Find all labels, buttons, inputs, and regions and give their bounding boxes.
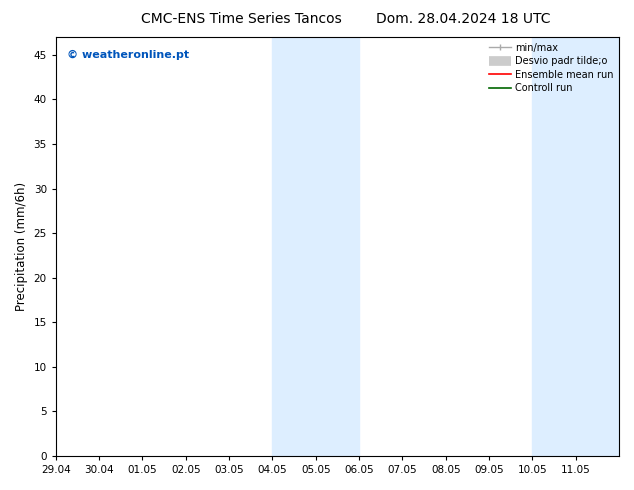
- Text: Dom. 28.04.2024 18 UTC: Dom. 28.04.2024 18 UTC: [375, 12, 550, 26]
- Text: © weatheronline.pt: © weatheronline.pt: [67, 49, 189, 60]
- Text: CMC-ENS Time Series Tancos: CMC-ENS Time Series Tancos: [141, 12, 341, 26]
- Bar: [533, 37, 619, 456]
- Y-axis label: Precipitation (mm/6h): Precipitation (mm/6h): [15, 182, 28, 311]
- Legend: min/max, Desvio padr tilde;o, Ensemble mean run, Controll run: min/max, Desvio padr tilde;o, Ensemble m…: [486, 40, 616, 96]
- Bar: [273, 37, 359, 456]
